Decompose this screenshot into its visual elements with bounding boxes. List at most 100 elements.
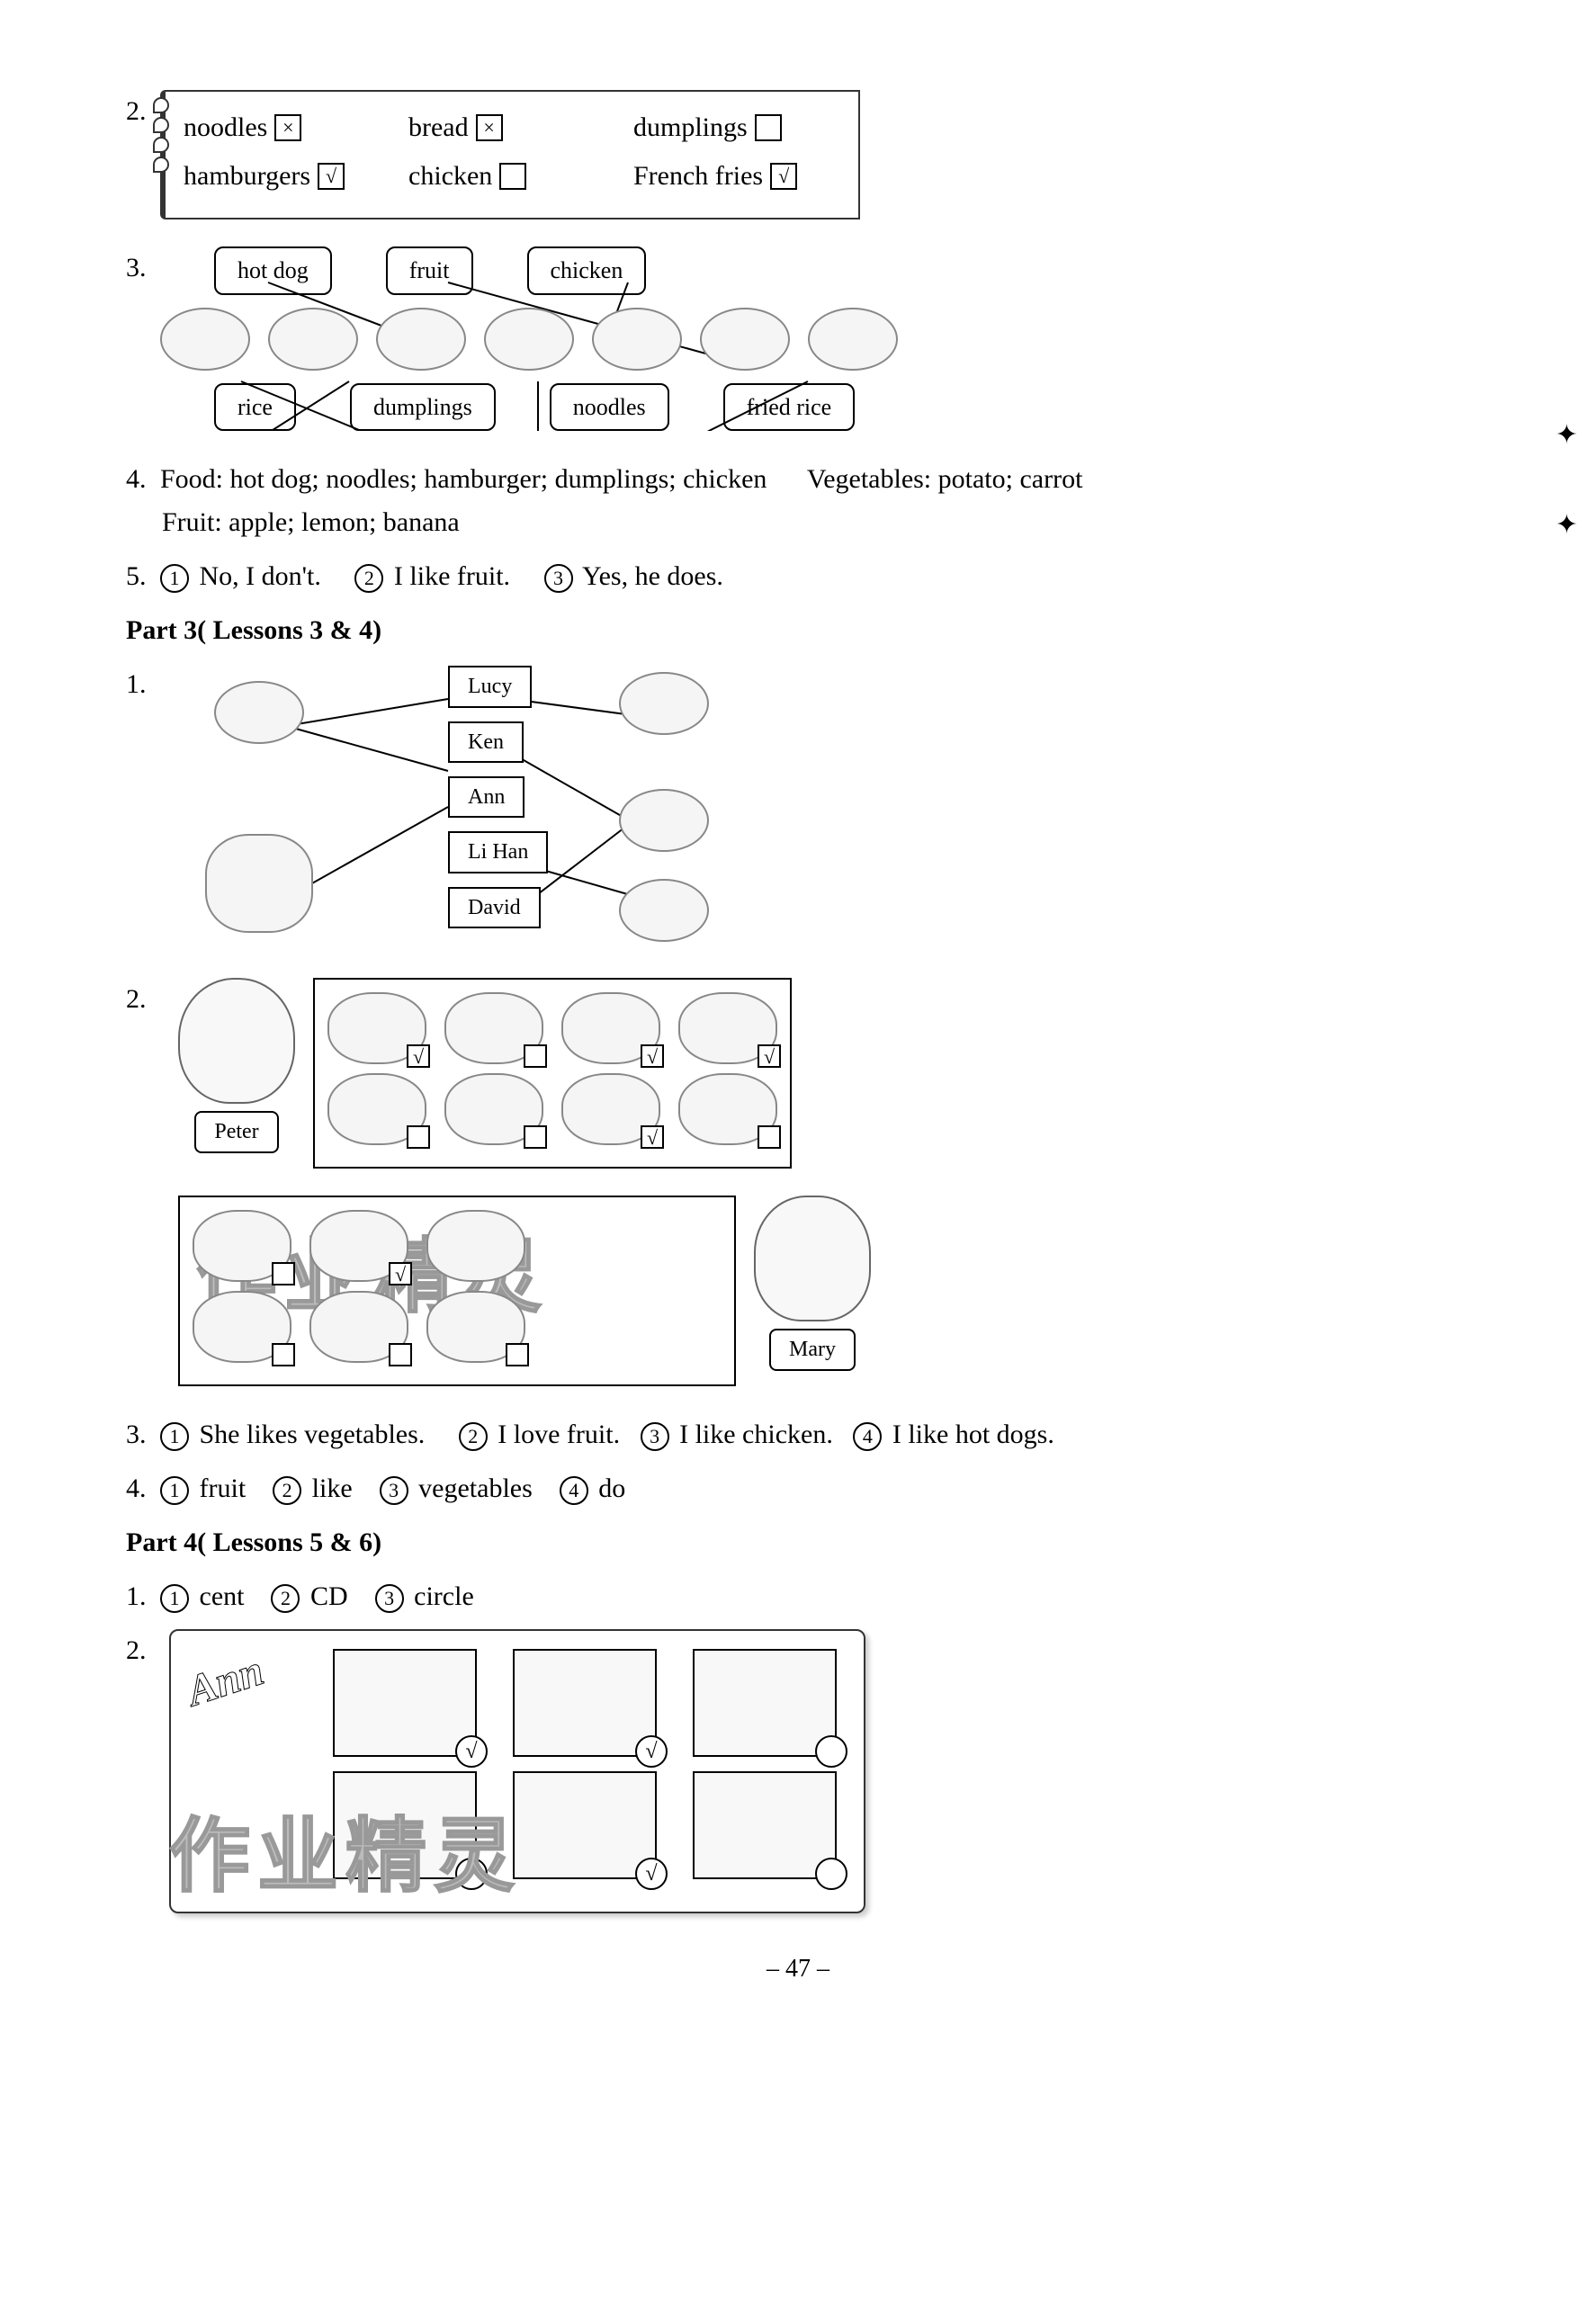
answer-text: cent [200,1581,245,1611]
p4q2-num: 2. [126,1629,147,1672]
spiral-binding [153,97,171,212]
name-box: Ken [448,721,524,763]
food-images-row [160,295,898,383]
face-label: Peter [194,1111,278,1152]
checkbox [389,1343,412,1366]
part4-q2: 2. Ann √ √ √ 作业精灵 [126,1629,1470,1913]
circled-num: 2 [271,1584,300,1613]
name-box: David [448,887,541,928]
circle-mark: √ [635,1858,668,1890]
part3-heading: Part 3( Lessons 3 & 4) [126,609,1470,652]
face-mary [754,1196,871,1321]
exercise-5: 5. 1 No, I don't. 2 I like fruit. 3 Yes,… [126,555,1470,598]
checkbox [272,1262,295,1285]
answer-text: Yes, he does. [582,561,723,591]
checkbox [524,1125,547,1149]
q2-label: hamburgers [184,155,310,198]
food-image [619,879,709,942]
q2-label: French fries [633,155,763,198]
answer-text: I like chicken. [679,1420,833,1449]
q2-label: chicken [408,155,492,198]
word-box: dumplings [350,383,496,432]
name-box: Li Han [448,831,548,873]
food-image [160,308,250,371]
circled-num: 1 [160,1584,189,1613]
face-label: Mary [769,1329,856,1370]
decor-icon: ✦ [1556,414,1578,457]
circle-mark [815,1735,847,1768]
food-image [268,308,358,371]
food-image [700,308,790,371]
circled-num: 2 [273,1476,301,1505]
circled-num: 3 [544,564,573,593]
name-box: Lucy [448,666,532,707]
face-peter [178,978,295,1104]
checkbox: √ [641,1125,664,1149]
circle-mark [815,1858,847,1890]
word-box: hot dog [214,246,332,295]
food-frame [513,1771,657,1879]
q4-line2: Fruit: apple; lemon; banana [126,501,1470,544]
checkbox: √ [318,163,345,190]
food-image [592,308,682,371]
food-frame [513,1649,657,1757]
checkbox: √ [758,1044,781,1068]
name-box: Ann [448,776,525,818]
food-image [205,834,313,933]
p3q4-num: 4. [126,1467,147,1510]
word-box: fried rice [723,383,856,432]
circled-num: 3 [641,1422,669,1451]
exercise-4: 4. Food: hot dog; noodles; hamburger; du… [126,458,1470,544]
checkbox [272,1343,295,1366]
checkbox: × [476,114,503,141]
food-image [619,672,709,735]
checkbox: √ [389,1262,412,1285]
checkbox [407,1125,430,1149]
checkbox: × [274,114,301,141]
circle-mark: √ [635,1735,668,1768]
checkbox: √ [407,1044,430,1068]
checkbox: √ [770,163,797,190]
q2-label: bread [408,106,469,149]
circle-mark: √ [455,1735,488,1768]
word-box: rice [214,383,296,432]
answer-text: do [598,1473,625,1503]
circled-num: 4 [853,1422,882,1451]
circle-mark [455,1858,488,1890]
checkbox [524,1044,547,1068]
q5-num: 5. [126,555,147,598]
checkbox [758,1125,781,1149]
part3-q2: 2. Peter √ √ √ √ [126,978,1470,1386]
p3q3-num: 3. [126,1413,147,1456]
answer-text: I love fruit. [498,1420,620,1449]
q2-label: dumplings [633,106,748,149]
answer-text: She likes vegetables. [200,1420,426,1449]
food-image [214,681,304,744]
answer-text: fruit [200,1473,247,1503]
p3q1-num: 1. [126,663,147,706]
part4-q1: 1. 1 cent 2 CD 3 circle [126,1575,1470,1618]
food-frame [693,1649,837,1757]
food-image [376,308,466,371]
answer-text: like [312,1473,353,1503]
word-box: fruit [386,246,473,295]
exercise-2: 2. noodles× bread× dumplings hamburgers√… [126,90,1470,219]
food-frame [693,1771,837,1879]
answer-text: circle [414,1581,474,1611]
circled-num: 1 [160,1422,189,1451]
food-frame [333,1649,477,1757]
circled-num: 2 [459,1422,488,1451]
answer-text: I like hot dogs. [892,1420,1054,1449]
p3q2-num: 2. [126,978,147,1021]
exercise-3: 3. hot dog fruit chicken rice dump [126,246,1470,431]
part3-q4: 4. 1 fruit 2 like 3 vegetables 4 do [126,1467,1470,1510]
food-image [426,1210,525,1282]
food-image [808,308,898,371]
peter-food-grid: √ √ √ √ [313,978,792,1169]
answer-text: CD [310,1581,348,1611]
circled-num: 3 [375,1584,404,1613]
checkbox [506,1343,529,1366]
circled-num: 1 [160,564,189,593]
q2-label: noodles [184,106,267,149]
circled-num: 2 [354,564,383,593]
